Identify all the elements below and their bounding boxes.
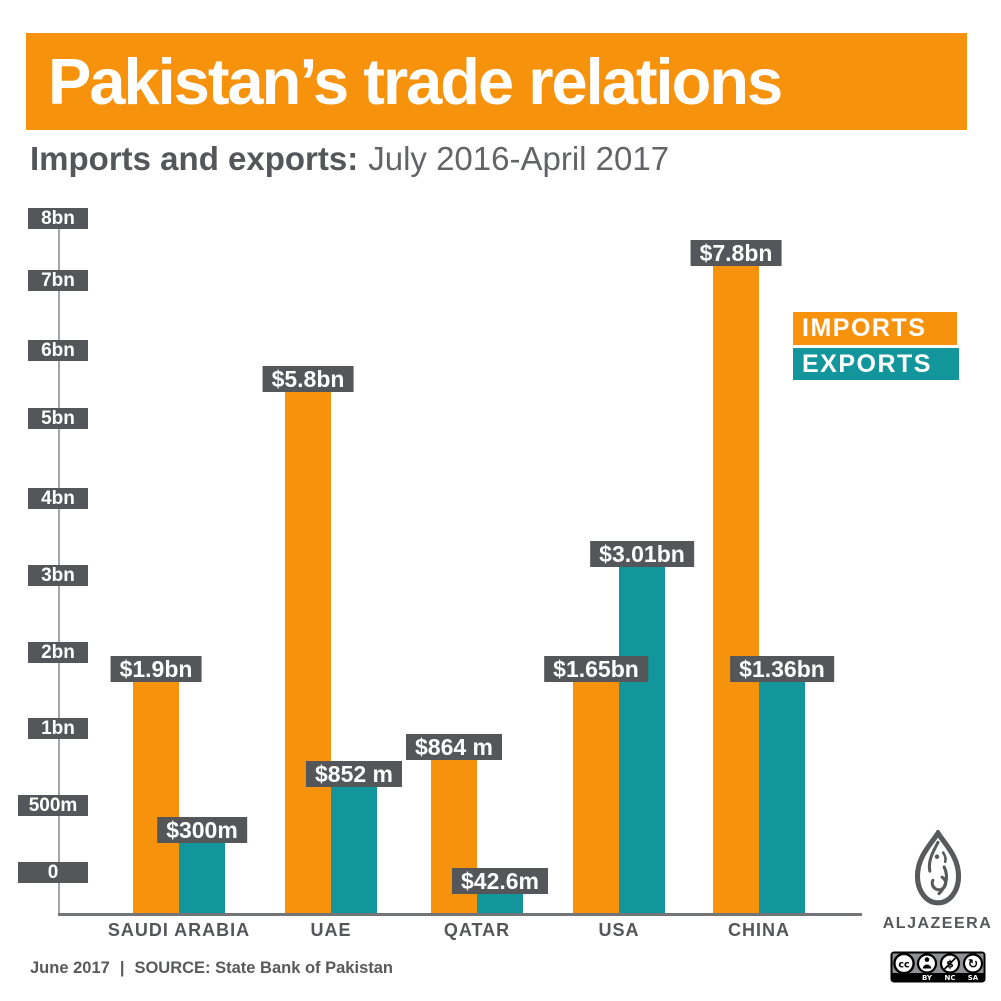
- page-title: Pakistan’s trade relations: [48, 45, 783, 118]
- source-line: June 2017 | SOURCE: State Bank of Pakistan: [30, 959, 393, 978]
- x-label-china: CHINA: [728, 920, 790, 940]
- y-tick-500m: 500m: [18, 794, 88, 816]
- x-label-usa: USA: [598, 920, 640, 940]
- value-label-exports-saudi-arabia: $300m: [157, 817, 247, 843]
- cc-glyph: cc: [898, 959, 909, 970]
- cc-sa-icon: [962, 953, 983, 974]
- value-label-imports-saudi-arabia: $1.9bn: [110, 656, 202, 682]
- value-label-exports-uae: $852 m: [305, 761, 403, 787]
- value-label-exports-usa: $3.01bn: [590, 541, 694, 567]
- y-axis-line: [58, 208, 60, 913]
- value-label-exports-china: $1.36bn: [730, 656, 834, 682]
- svg-text:↻: ↻: [967, 956, 977, 971]
- y-tick-8bn: 8bn: [28, 207, 88, 229]
- subtitle-bold: Imports and exports:: [30, 140, 359, 177]
- bar-imports-uae: [285, 392, 331, 913]
- value-label-imports-qatar: $864 m: [405, 734, 503, 760]
- cc-nc-label: NC: [944, 974, 955, 982]
- bar-imports-usa: [573, 682, 619, 913]
- cc-license-badge: cc $ ↻ BY NC SA: [890, 951, 985, 983]
- y-tick-7bn: 7bn: [28, 269, 88, 291]
- bar-exports-qatar: [477, 894, 523, 913]
- subtitle-period: July 2016-April 2017: [368, 140, 670, 177]
- legend-imports: IMPORTS: [793, 312, 957, 345]
- y-tick-4bn: 4bn: [28, 487, 88, 509]
- bar-exports-china: [759, 682, 805, 913]
- bar-exports-usa: [619, 567, 665, 913]
- legend-exports: EXPORTS: [793, 348, 959, 380]
- bar-exports-uae: [331, 787, 377, 913]
- y-tick-0: 0: [18, 861, 88, 883]
- x-label-saudi-arabia: SAUDI ARABIA: [107, 920, 251, 940]
- bar-exports-saudi-arabia: [179, 843, 225, 913]
- aljazeera-branding: ALJAZEERA cc $ ↻ BY NC SA: [880, 830, 995, 988]
- footer-source: SOURCE: State Bank of Pakistan: [134, 959, 393, 977]
- y-tick-5bn: 5bn: [28, 407, 88, 429]
- cc-by-label: BY: [921, 974, 932, 982]
- aljazeera-wordmark: ALJAZEERA: [882, 915, 993, 932]
- value-label-exports-qatar: $42.6m: [451, 868, 549, 894]
- value-label-imports-china: $7.8bn: [690, 240, 782, 266]
- cc-sa-label: SA: [967, 974, 978, 982]
- y-tick-1bn: 1bn: [28, 717, 88, 739]
- y-tick-2bn: 2bn: [28, 641, 88, 663]
- subtitle: Imports and exports: July 2016-April 2017: [30, 140, 669, 178]
- y-tick-3bn: 3bn: [28, 564, 88, 586]
- footer-date: June 2017: [30, 959, 110, 977]
- value-label-imports-uae: $5.8bn: [262, 366, 354, 392]
- cc-icon: [892, 952, 915, 975]
- aljazeera-flame-logo-icon: [914, 830, 961, 906]
- y-tick-6bn: 6bn: [28, 339, 88, 361]
- footer-separator: |: [119, 959, 125, 977]
- x-axis-line: [58, 913, 862, 916]
- value-label-imports-usa: $1.65bn: [544, 656, 648, 682]
- x-label-uae: UAE: [310, 920, 352, 940]
- bar-imports-saudi-arabia: [133, 682, 179, 913]
- bar-imports-china: [713, 266, 759, 913]
- x-label-qatar: QATAR: [443, 920, 511, 940]
- cc-by-icon: [916, 953, 937, 974]
- title-banner: Pakistan’s trade relations: [26, 33, 967, 130]
